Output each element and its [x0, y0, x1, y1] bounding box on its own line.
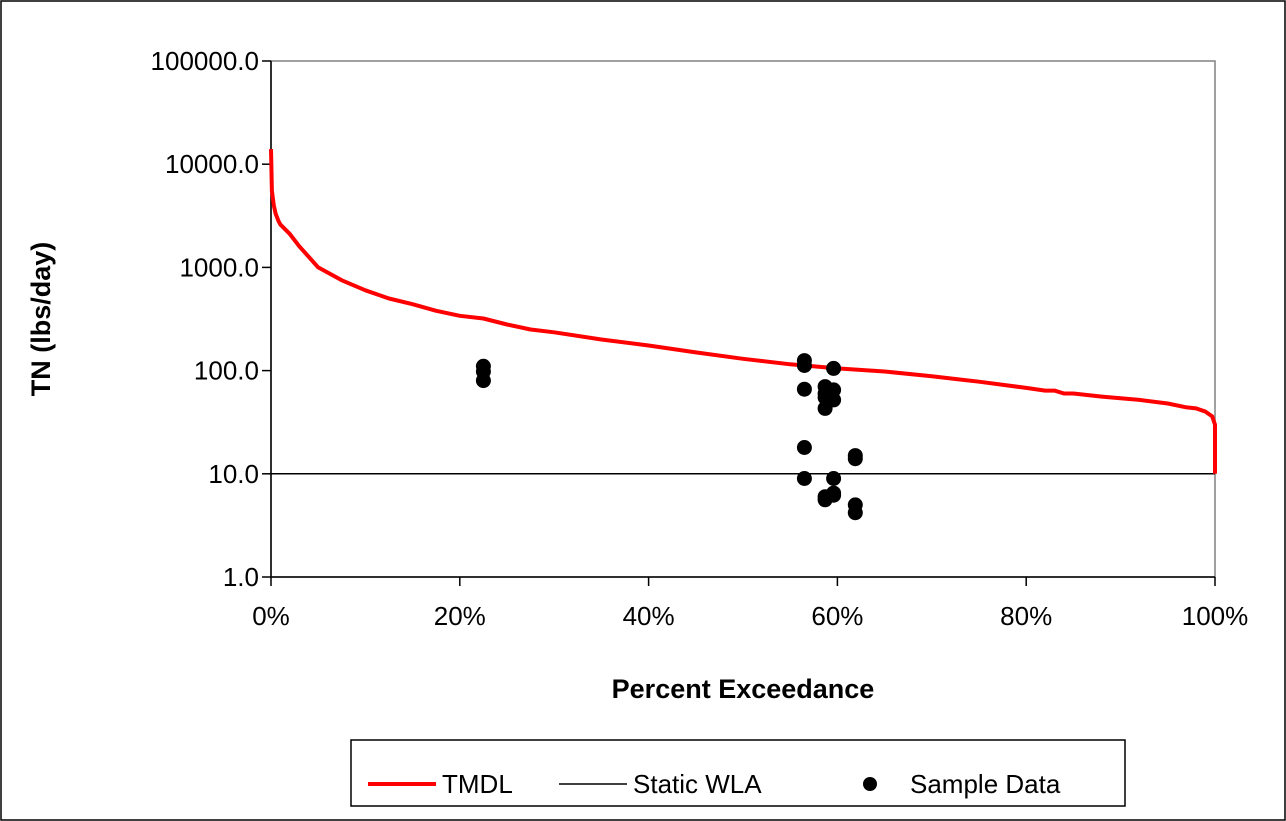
sample-data-point [826, 487, 842, 503]
legend-label-static-wla: Static WLA [633, 769, 762, 799]
legend: TMDL Static WLA Sample Data [350, 739, 1126, 807]
sample-data-point [796, 471, 812, 486]
sample-data-point [796, 358, 812, 373]
y-tick-label: 1000.0 [179, 252, 259, 282]
x-axis: 0% 20% 40% 60% 80% 100% [252, 576, 1249, 631]
x-tick-label: 60% [811, 601, 863, 631]
y-tick-label: 100000.0 [151, 46, 259, 76]
sample-data-point [847, 451, 863, 467]
sample-data-point [826, 392, 842, 408]
y-tick-label: 100.0 [194, 356, 259, 386]
legend-label-tmdl: TMDL [442, 769, 513, 799]
x-axis-title: Percent Exceedance [612, 674, 875, 704]
y-tick-label: 10.0 [208, 459, 259, 489]
sample-data-point [847, 505, 863, 521]
legend-box [350, 739, 1126, 807]
y-tick-label: 10000.0 [165, 149, 259, 179]
series-line-tmdl [269, 149, 1217, 474]
sample-data-point [796, 440, 812, 455]
x-tick-label: 40% [623, 601, 675, 631]
sample-data-point [796, 381, 812, 397]
x-tick-label: 0% [252, 601, 290, 631]
y-axis-title: TN (lbs/day) [26, 242, 56, 397]
y-tick-label: 1.0 [223, 562, 259, 592]
legend-swatch-sample-data [863, 777, 877, 791]
x-tick-label: 80% [1000, 601, 1052, 631]
y-axis: 1.0 10.0 100.0 1000.0 10000.0 100000.0 [151, 46, 272, 592]
sample-data-point [475, 373, 491, 389]
sample-data-point [826, 360, 842, 376]
x-tick-label: 100% [1182, 601, 1249, 631]
sample-data-point [826, 471, 842, 486]
series-layer [269, 149, 1217, 521]
x-tick-label: 20% [434, 601, 486, 631]
legend-label-sample-data: Sample Data [910, 769, 1061, 799]
